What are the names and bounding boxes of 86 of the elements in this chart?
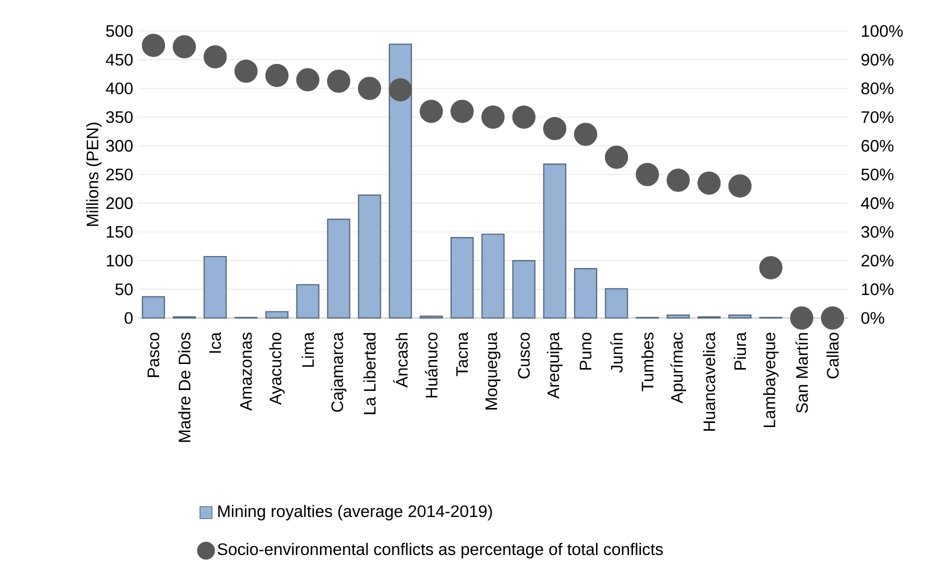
y2-tick-label: 80% <box>861 82 894 94</box>
x-tick-label: Piura <box>734 332 746 370</box>
x-tick-label: Arequipa <box>546 332 562 399</box>
point <box>697 171 721 195</box>
x-tick-label: Huánuco <box>425 332 438 398</box>
point <box>728 174 752 198</box>
bar <box>142 296 166 319</box>
x-tick-label: Cajamarca <box>330 332 346 412</box>
point <box>420 100 443 123</box>
y2-tick-label: 70% <box>862 111 894 123</box>
y2-tick-label: 40% <box>861 197 894 210</box>
x-tick-label: Áncash <box>393 333 408 388</box>
x-tick-label: Cusco <box>518 332 530 378</box>
x-tick-label: Lambayeque <box>763 332 779 428</box>
point <box>543 116 566 140</box>
y-tick-label: 500 <box>106 25 133 37</box>
point <box>512 105 536 129</box>
y2-tick-label: 50% <box>861 168 894 180</box>
x-tick-label: Lima <box>302 332 314 367</box>
y-axis-title: Millions (PEN) <box>86 122 102 226</box>
bar <box>327 218 350 319</box>
y-tick-label: 450 <box>106 54 133 66</box>
x-tick-label: Puno <box>580 332 592 370</box>
x-tick-label: Tumbes <box>641 332 654 392</box>
x-tick-label: Ayacucho <box>269 332 285 405</box>
bar <box>512 260 536 319</box>
y-tick-label: 350 <box>106 111 133 123</box>
y2-tick-label: 0% <box>861 312 884 324</box>
point <box>574 122 598 146</box>
y-tick-label: 0 <box>124 312 133 324</box>
bar <box>604 288 628 319</box>
bar <box>204 256 227 319</box>
bar <box>296 284 320 319</box>
bar <box>543 164 566 319</box>
point <box>790 306 814 330</box>
point <box>142 34 166 57</box>
bar <box>666 314 690 319</box>
bar <box>574 268 598 319</box>
y2-tick-label: 60% <box>862 140 894 152</box>
x-tick-label: Tacna <box>456 332 468 376</box>
y-tick-label: 200 <box>106 197 133 210</box>
y-tick-label: 100 <box>106 254 133 266</box>
y2-tick-label: 30% <box>861 226 894 238</box>
y-tick-label: 300 <box>106 140 133 152</box>
bar <box>358 194 382 319</box>
y2-tick-label: 90% <box>861 54 894 66</box>
bar <box>481 234 505 319</box>
legend-label: Socio-environmental conflicts as percentage of total conflicts <box>218 542 663 558</box>
bar <box>728 314 752 319</box>
y-tick-label: 150 <box>106 226 133 238</box>
point <box>204 45 227 68</box>
y-tick-label: 250 <box>106 168 133 180</box>
point <box>327 70 350 93</box>
x-tick-label: San Martín <box>795 333 808 413</box>
point <box>265 64 289 88</box>
y-tick-label: 400 <box>106 82 133 94</box>
x-tick-label: Junín <box>610 333 623 373</box>
point <box>604 146 628 169</box>
legend-label: Mining royalties (average 2014-2019) <box>218 504 492 520</box>
point <box>636 162 659 186</box>
x-tick-label: Callao <box>826 332 839 378</box>
x-tick-label: Madre De Dios <box>178 332 190 442</box>
point <box>388 78 412 102</box>
point <box>296 68 320 92</box>
bar <box>265 311 289 319</box>
point <box>820 306 844 330</box>
x-tick-label: Apurímac <box>670 332 686 404</box>
bar <box>450 237 474 319</box>
point <box>234 60 258 83</box>
x-tick-label: Amazonas <box>240 332 252 411</box>
point <box>450 100 474 123</box>
bar <box>388 44 412 319</box>
point <box>666 168 690 192</box>
y2-tick-label: 100% <box>862 25 903 37</box>
x-tick-label: La Libertad <box>363 333 376 414</box>
point <box>358 76 382 100</box>
point <box>759 256 782 280</box>
x-tick-label: Pasco <box>148 332 160 377</box>
point <box>481 105 505 129</box>
point <box>172 35 196 58</box>
x-tick-label: Ica <box>209 332 221 353</box>
x-tick-label: Huancavelica <box>702 332 716 431</box>
y2-tick-label: 20% <box>862 254 894 266</box>
x-tick-label: Moquegua <box>486 332 500 410</box>
y-tick-label: 50 <box>115 283 133 296</box>
y2-tick-label: 10% <box>862 283 894 296</box>
